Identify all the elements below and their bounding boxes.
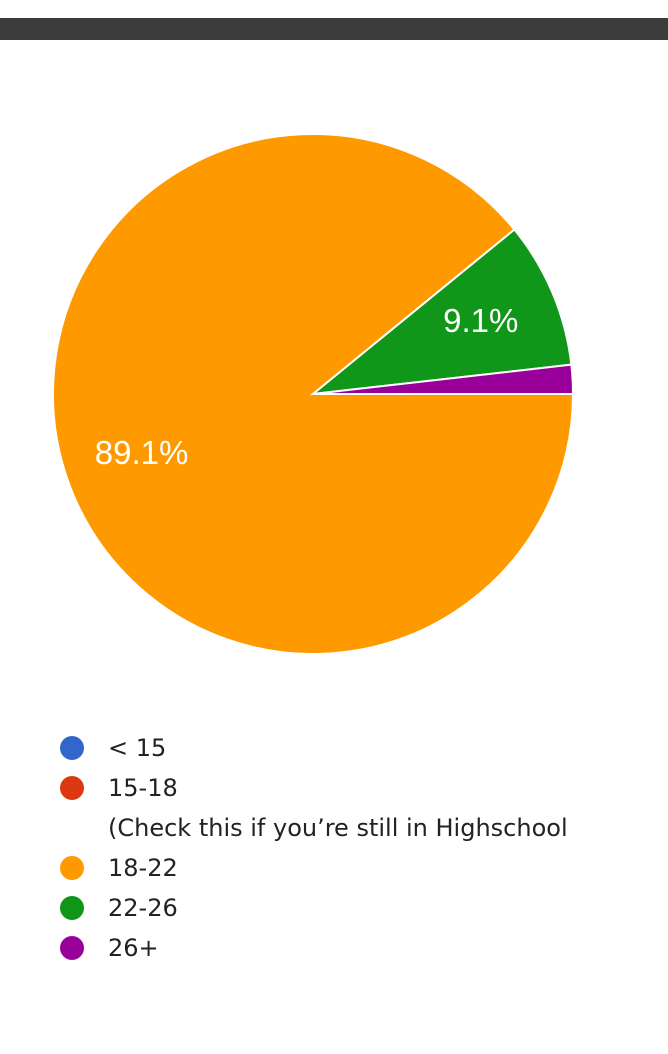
legend-marker	[60, 856, 84, 880]
legend-label: 15-18 (Check this if you’re still in Hig…	[108, 774, 568, 842]
legend-item: 26+	[60, 928, 660, 968]
pie-slice	[309, 228, 573, 396]
legend-marker	[60, 896, 84, 920]
top-bar	[0, 18, 668, 40]
legend-marker	[60, 776, 84, 800]
slice-label: 9.1%	[443, 302, 518, 339]
legend: < 15 15-18 (Check this if you’re still in…	[60, 728, 660, 968]
legend-label: 26+	[108, 934, 159, 962]
legend-label: < 15	[108, 734, 167, 762]
legend-item: < 15	[60, 728, 660, 768]
chart: 89.1% 9.1%	[52, 133, 575, 655]
slice-label: 89.1%	[95, 434, 189, 471]
legend-marker	[60, 936, 84, 960]
legend-label: 22-26	[108, 894, 178, 922]
legend-label: 18-22	[108, 854, 178, 882]
legend-item: 22-26	[60, 888, 660, 928]
legend-marker	[60, 736, 84, 760]
legend-item: 15-18 (Check this if you’re still in Hig…	[60, 768, 660, 848]
legend-item: 18-22	[60, 848, 660, 888]
pie-slice	[312, 363, 575, 395]
